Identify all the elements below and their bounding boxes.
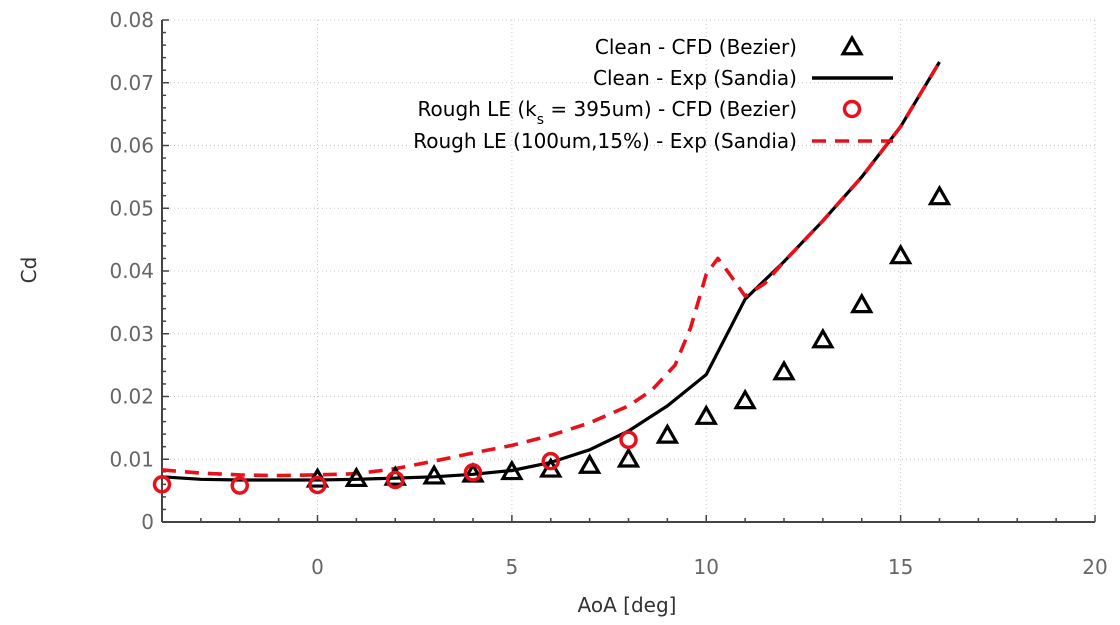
legend-circle-marker xyxy=(842,99,862,119)
clean-cfd-point xyxy=(655,423,680,444)
clean-cfd-point xyxy=(577,453,602,474)
rough-exp-line xyxy=(161,61,942,478)
clean-cfd-point xyxy=(772,359,796,381)
clean-cfd-point xyxy=(344,466,369,488)
legend: Clean - CFD (Bezier) Clean - Exp (Sandia)… xyxy=(413,34,893,153)
y-tick-label: 0.02 xyxy=(109,385,154,409)
rough-cfd-point xyxy=(230,476,249,495)
clean-cfd-point xyxy=(811,327,835,349)
ticks: 0 0.01 0.02 0.03 0.04 0.05 0.06 0.07 0.08 0 5 10 15 2… xyxy=(109,8,1107,579)
clean-cfd-point xyxy=(888,243,913,265)
clean-cfd-point xyxy=(927,184,952,206)
legend-label: Rough LE (100um,15%) - Exp (Sandia) xyxy=(413,129,797,153)
x-axis-label: AoA [deg] xyxy=(578,593,677,617)
y-tick-label: 0.06 xyxy=(109,134,154,158)
y-tick-label: 0.08 xyxy=(109,8,154,32)
y-axis-label: Cd xyxy=(17,257,41,284)
y-tick-label: 0 xyxy=(141,510,154,534)
x-tick-label: 10 xyxy=(694,555,719,579)
clean-cfd-point xyxy=(616,447,641,468)
clean-cfd-point xyxy=(849,292,874,314)
rough-cfd-point xyxy=(152,475,172,494)
y-tick-label: 0.07 xyxy=(109,71,154,95)
x-tick-label: 15 xyxy=(888,555,913,579)
clean-cfd-point xyxy=(694,404,719,425)
y-tick-label: 0.05 xyxy=(109,196,154,220)
legend-triangle-marker xyxy=(840,34,864,56)
legend-label: Clean - Exp (Sandia) xyxy=(593,66,797,90)
legend-label: Clean - CFD (Bezier) xyxy=(595,35,797,59)
rough-cfd-point xyxy=(308,475,327,495)
x-tick-label: 0 xyxy=(311,555,324,579)
rough-cfd-point xyxy=(386,470,405,490)
y-tick-label: 0.03 xyxy=(109,322,154,346)
y-tick-label: 0.04 xyxy=(109,259,154,283)
rough-cfd-point xyxy=(463,463,483,482)
x-tick-label: 20 xyxy=(1082,555,1107,579)
clean-cfd-point xyxy=(733,388,757,410)
clean-cfd-point xyxy=(500,459,524,481)
x-tick-label: 5 xyxy=(506,555,519,579)
rough-cfd-point xyxy=(619,430,638,450)
rough-cfd-point xyxy=(541,451,560,471)
plot-area xyxy=(152,61,952,495)
y-tick-label: 0.01 xyxy=(109,447,154,471)
clean-cfd-point xyxy=(422,463,446,485)
